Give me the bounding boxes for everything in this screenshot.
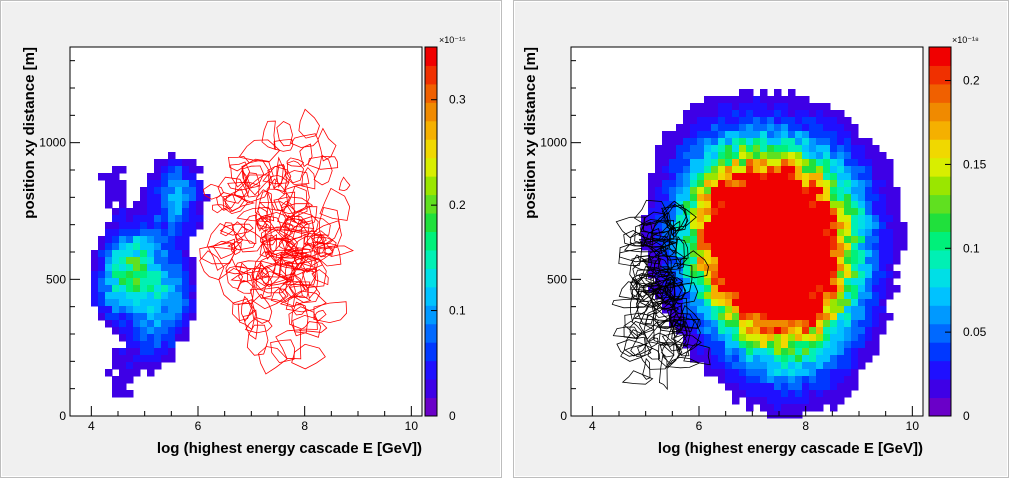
colorbar-segment (929, 194, 951, 214)
colorbar-segment (929, 249, 951, 269)
y-tick-label: 500 (547, 272, 567, 286)
x-tick-label: 8 (802, 419, 809, 433)
panel-gap (502, 0, 513, 478)
colorbar-segment (425, 213, 437, 232)
colorbar-segment (929, 305, 951, 325)
x-axis-label: log (highest energy cascade E [GeV]) (157, 440, 422, 457)
colorbar-segment (929, 268, 951, 288)
plot-frame (69, 46, 423, 417)
x-tick-label: 10 (906, 419, 920, 433)
right-heatmap-chart: 4 6 8 10 log (highest energy cascade E [GeV]… (522, 35, 987, 457)
colorbar: 0 0.05 0.1 0.15 0.2 ×10⁻¹⁸ (928, 35, 987, 423)
x-tick-label: 6 (696, 419, 703, 433)
colorbar-frame (928, 46, 952, 417)
colorbar-segment (425, 342, 437, 362)
colorbar-segment (929, 102, 951, 122)
colorbar-segment (425, 139, 437, 159)
colorbar-segment (425, 194, 437, 214)
colorbar: 0 0.1 0.2 0.3 ×10⁻¹⁵ (424, 35, 466, 423)
colorbar-tick-label: 0.05 (963, 325, 987, 339)
y-tick-label: 1000 (39, 136, 66, 150)
colorbar-segment (425, 83, 437, 103)
y-tick-label: 500 (46, 272, 66, 286)
colorbar-segment (425, 120, 437, 140)
x-tick-label: 6 (195, 419, 202, 433)
colorbar-segment (425, 379, 437, 399)
left-heatmap-chart: 4 6 8 10 log (highest energy cascade E [GeV]… (21, 35, 466, 457)
colorbar-segment (929, 120, 951, 140)
colorbar-tick-label: 0 (963, 409, 970, 423)
colorbar-segment (929, 157, 951, 177)
colorbar-segment (425, 102, 437, 122)
colorbar-segment (929, 47, 951, 66)
colorbar-segment (425, 176, 437, 196)
colorbar-tick-label: 0.2 (449, 198, 466, 212)
colorbar-tick-label: 0.15 (963, 157, 987, 171)
colorbar-segment (425, 286, 437, 306)
y-axis: 0 500 1000 (39, 60, 80, 423)
colorbar-segment (929, 379, 951, 399)
colorbar-segment (425, 397, 437, 417)
colorbar-segment (929, 342, 951, 362)
colorbar-tick-label: 0.1 (963, 241, 980, 255)
colorbar-segment (425, 268, 437, 288)
x-axis: 4 6 8 10 (589, 406, 919, 433)
x-tick-label: 8 (301, 419, 308, 433)
contour-overlay (199, 108, 355, 375)
plot-frame (570, 46, 924, 417)
contour-overlay (611, 199, 711, 391)
colorbar-exponent: ×10⁻¹⁵ (439, 35, 466, 45)
colorbar-tick-label: 0.2 (963, 74, 980, 88)
heatmap-cells (91, 152, 211, 398)
left-plot-panel: 4 6 8 10 log (highest energy cascade E [GeV]… (0, 0, 502, 478)
colorbar-segment (425, 47, 437, 66)
colorbar-segment (929, 397, 951, 417)
colorbar-segment (425, 249, 437, 269)
colorbar-segment (425, 360, 437, 380)
colorbar-exponent: ×10⁻¹⁸ (952, 35, 979, 45)
colorbar-segment (425, 157, 437, 177)
colorbar-segment (425, 65, 437, 85)
y-axis: 0 500 1000 (540, 60, 581, 423)
x-axis: 4 6 8 10 (88, 406, 418, 433)
y-tick-label: 0 (59, 409, 66, 423)
x-tick-label: 10 (405, 419, 419, 433)
right-plot-panel: 4 6 8 10 log (highest energy cascade E [GeV]… (513, 0, 1009, 478)
y-tick-label: 1000 (540, 136, 567, 150)
y-tick-label: 0 (560, 409, 567, 423)
x-tick-label: 4 (589, 419, 596, 433)
colorbar-segment (425, 305, 437, 325)
colorbar-segment (929, 360, 951, 380)
colorbar-tick-label: 0.1 (449, 304, 466, 318)
colorbar-segment (929, 176, 951, 196)
colorbar-segment (929, 213, 951, 232)
colorbar-segment (929, 323, 951, 343)
colorbar-tick-label: 0.3 (449, 93, 466, 107)
colorbar-segment (425, 323, 437, 343)
colorbar-segment (425, 231, 437, 251)
colorbar-tick-label: 0 (449, 409, 456, 423)
colorbar-segment (929, 83, 951, 103)
colorbar-segment (929, 231, 951, 251)
colorbar-segment (929, 286, 951, 306)
x-axis-label: log (highest energy cascade E [GeV]) (658, 440, 923, 457)
colorbar-segment (929, 139, 951, 159)
x-tick-label: 4 (88, 419, 95, 433)
colorbar-segment (929, 65, 951, 85)
y-axis-label: position xy distance [m] (21, 47, 38, 219)
y-axis-label: position xy distance [m] (522, 47, 539, 219)
